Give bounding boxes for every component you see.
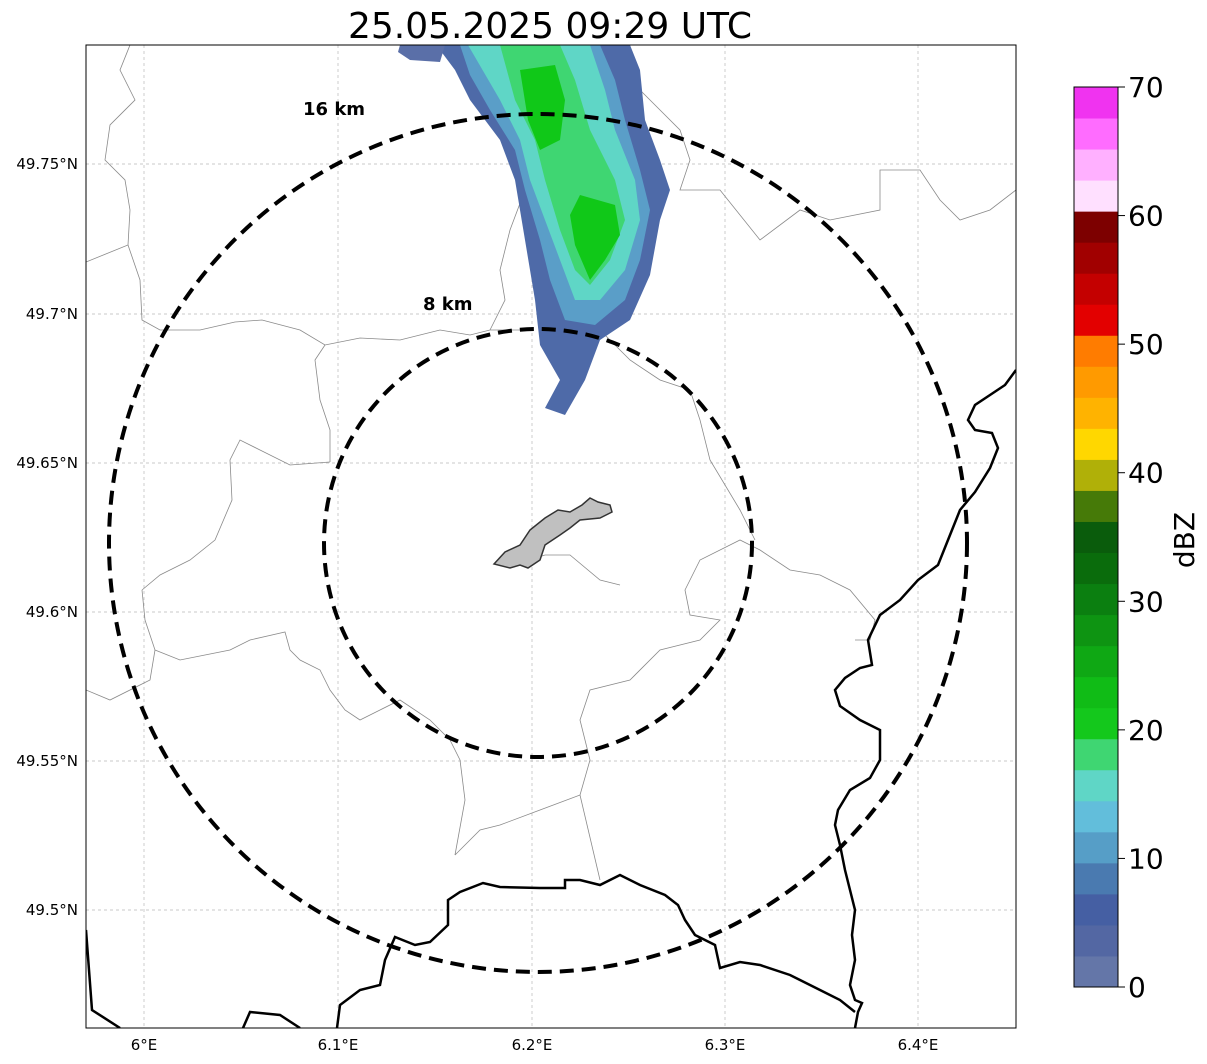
colorbar-segment [1074,583,1118,616]
colorbar: 0 10 20 30 40 50 60 70 dBZ [1073,71,1201,1004]
colorbar-segment [1074,87,1118,119]
lat-tick-49-5: 49.5°N [26,901,78,919]
colorbar-segment [1074,149,1118,181]
range-ring-8km-label: 8 km [423,294,473,315]
colorbar-tick-label: 30 [1128,585,1164,618]
lon-tick-6-4: 6.4°E [898,1036,939,1054]
range-ring-16km-label: 16 km [303,99,365,120]
lat-tick-49-65: 49.65°N [16,454,78,472]
colorbar-segment [1074,769,1118,802]
lat-tick-49-55: 49.55°N [16,752,78,770]
colorbar-ticks: 0 10 20 30 40 50 60 70 [1118,71,1164,1004]
colorbar-segment [1074,645,1118,678]
colorbar-segment [1074,831,1118,864]
colorbar-segment [1074,800,1118,833]
echo-core-north [520,65,565,150]
colorbar-tick-label: 0 [1128,971,1146,1004]
colorbar-segment [1074,614,1118,647]
colorbar-segment [1074,304,1118,336]
colorbar-frame [1073,86,1119,988]
colorbar-segment [1074,955,1118,988]
echo-core-south [570,195,620,280]
colorbar-segment [1074,676,1118,709]
colorbar-segment [1074,211,1118,243]
lon-tick-6-2: 6.2°E [512,1036,553,1054]
colorbar-tick-label: 40 [1128,457,1164,490]
colorbar-segment [1074,707,1118,740]
colorbar-segment [1074,273,1118,305]
colorbar-segment [1074,893,1118,926]
map-panel: 16 km 8 km [85,44,1017,1029]
country-border [86,369,1016,1028]
colorbar-tick-label: 60 [1128,200,1164,233]
lat-tick-49-6: 49.6°N [26,603,78,621]
colorbar-segment [1074,490,1118,522]
colorbar-segment [1074,459,1118,491]
radar-site-area [492,497,613,569]
lon-tick-6-3: 6.3°E [705,1036,746,1054]
colorbar-tick-label: 50 [1128,328,1164,361]
colorbar-segment [1074,366,1118,398]
colorbar-label: dBZ [1168,512,1201,568]
colorbar-tick-label: 70 [1128,71,1164,104]
colorbar-tick-label: 20 [1128,714,1164,747]
lon-tick-6-1: 6.1°E [318,1036,359,1054]
colorbar-segment [1074,397,1118,429]
colorbar-tick-label: 10 [1128,842,1164,875]
colorbar-segment [1074,428,1118,460]
colorbar-segment [1074,552,1118,585]
lat-tick-49-7: 49.7°N [26,305,78,323]
colorbar-segment [1074,862,1118,895]
range-ring-8km [322,327,754,759]
colorbar-segment [1074,521,1118,554]
map-frame [85,44,1017,1029]
colorbar-segment [1074,335,1118,367]
colorbar-segments [1074,87,1118,988]
colorbar-segment [1074,738,1118,771]
lon-tick-6: 6°E [131,1036,158,1054]
range-ring-16km [107,112,969,974]
echo-fragment [398,45,445,62]
lon-tick-labels: 6°E 6.1°E 6.2°E 6.3°E 6.4°E [131,1036,939,1054]
colorbar-segment [1074,924,1118,957]
lat-tick-49-75: 49.75°N [16,155,78,173]
figure-title: 25.05.2025 09:29 UTC [348,6,752,47]
colorbar-segment [1074,242,1118,274]
lat-tick-labels: 49.75°N 49.7°N 49.65°N 49.6°N 49.55°N 49… [16,155,78,919]
colorbar-segment [1074,118,1118,150]
colorbar-segment [1074,180,1118,212]
